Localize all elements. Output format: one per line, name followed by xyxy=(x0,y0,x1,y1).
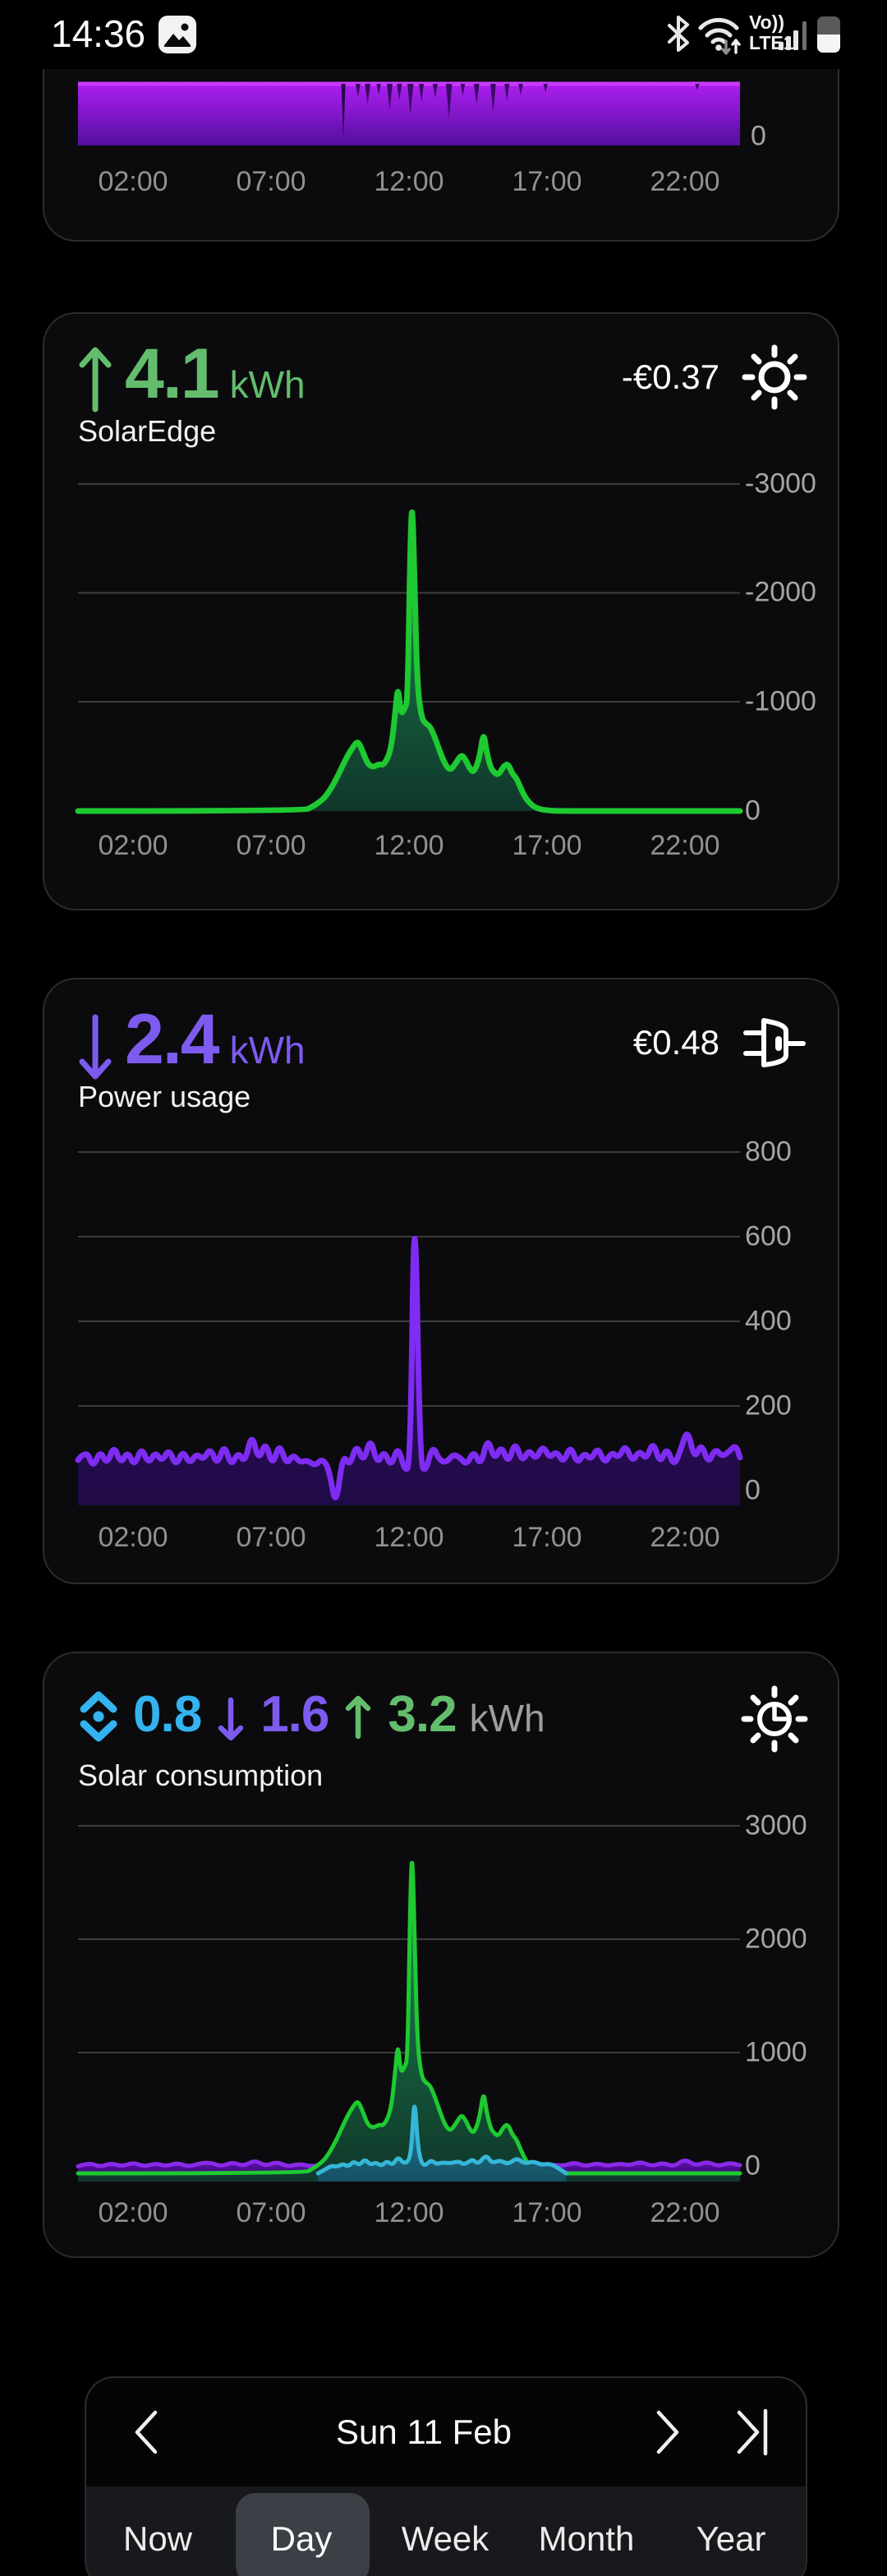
power-header-value: 2.4 kWh xyxy=(77,1004,306,1080)
bluetooth-icon xyxy=(668,16,689,52)
arrow-down-icon xyxy=(79,1014,112,1080)
solaredge-header-right: -€0.37 xyxy=(622,342,810,412)
x-tick: 22:00 xyxy=(650,2197,720,2228)
x-tick: 22:00 xyxy=(650,1522,720,1553)
x-axis-labels: 02:00 07:00 12:00 17:00 22:00 xyxy=(44,1522,838,1555)
volte-indicator: Vo)) LTE1 xyxy=(749,12,794,53)
arrow-up-icon xyxy=(79,347,112,412)
tab-now[interactable]: Now xyxy=(122,2519,193,2558)
power-plug-icon xyxy=(743,1018,806,1067)
energy-unit: kWh xyxy=(469,1697,545,1740)
x-tick: 12:00 xyxy=(374,830,444,861)
solaredge-chart[interactable] xyxy=(75,454,743,832)
energy-unit: kWh xyxy=(229,1029,306,1071)
x-tick: 02:00 xyxy=(98,2197,168,2228)
cost-value: €0.48 xyxy=(632,1023,719,1062)
y-axis-label: 0 xyxy=(751,120,766,152)
sun-clock-icon xyxy=(741,1685,808,1753)
tab-day[interactable]: Day xyxy=(270,2519,333,2558)
x-axis-labels: 02:00 07:00 12:00 17:00 22:00 xyxy=(44,2197,838,2230)
x-tick: 07:00 xyxy=(236,166,306,197)
grid-consumption-value: 1.6 xyxy=(260,1686,329,1743)
y-axis-label: 0 xyxy=(745,1474,761,1506)
y-axis-label: 400 xyxy=(745,1305,792,1337)
y-axis-label: 200 xyxy=(745,1389,792,1422)
period-tabs: Now Day Week Month Year xyxy=(86,2486,806,2576)
y-axis-label: 3000 xyxy=(745,1809,807,1841)
gallery-notification-icon xyxy=(159,16,196,53)
partial-purple-chart[interactable] xyxy=(78,81,740,148)
self-consumption-value: 0.8 xyxy=(133,1686,202,1743)
x-tick: 07:00 xyxy=(236,2197,306,2228)
x-tick: 02:00 xyxy=(98,830,168,861)
wifi-icon xyxy=(698,17,741,55)
x-tick: 07:00 xyxy=(236,1522,306,1553)
solar-consumption-header: 0.8 1.6 3.2 kWh xyxy=(77,1689,545,1744)
x-tick: 02:00 xyxy=(98,1522,168,1553)
jump-to-today-button[interactable] xyxy=(728,2403,777,2461)
power-usage-chart[interactable] xyxy=(75,1144,743,1518)
cost-value: -€0.37 xyxy=(621,357,719,396)
card-solar-consumption[interactable]: 0.8 1.6 3.2 kWh Solar consumption 3000 2… xyxy=(43,1652,839,2258)
x-tick: 07:00 xyxy=(236,830,306,861)
battery-icon xyxy=(817,16,840,53)
selected-date-label[interactable]: Sun 11 Feb xyxy=(335,2412,512,2451)
solaredge-header-value: 4.1 kWh xyxy=(77,339,306,414)
y-axis-label: 0 xyxy=(745,795,761,827)
solar-consumption-header-right xyxy=(739,1684,810,1754)
date-row: Sun 11 Feb xyxy=(86,2378,806,2486)
y-axis-label: -3000 xyxy=(745,468,816,500)
x-tick: 12:00 xyxy=(374,166,444,197)
y-axis-label: 0 xyxy=(745,2150,761,2182)
x-tick: 17:00 xyxy=(512,830,582,861)
tab-week[interactable]: Week xyxy=(401,2519,489,2558)
x-tick: 22:00 xyxy=(650,166,720,197)
x-tick: 12:00 xyxy=(374,2197,444,2228)
card-solaredge[interactable]: 4.1 kWh -€0.37 SolarEdge -3000 -2000 -10… xyxy=(43,312,839,910)
energy-value: 2.4 xyxy=(125,1000,220,1079)
next-day-button[interactable] xyxy=(644,2403,693,2461)
signal-strength-icon xyxy=(779,21,807,50)
card-power-usage[interactable]: 2.4 kWh €0.48 Power usage 800 600 400 20… xyxy=(43,978,839,1584)
y-axis-label: 800 xyxy=(745,1136,792,1168)
y-axis-label: 600 xyxy=(745,1220,792,1252)
tab-month[interactable]: Month xyxy=(538,2519,635,2558)
x-tick: 17:00 xyxy=(512,2197,582,2228)
x-tick: 02:00 xyxy=(98,166,168,197)
x-axis-labels: 02:00 07:00 12:00 17:00 22:00 xyxy=(44,166,838,199)
solar-consumption-chart[interactable] xyxy=(76,1809,742,2187)
energy-value: 4.1 xyxy=(125,334,220,413)
x-tick: 12:00 xyxy=(374,1522,444,1553)
swap-vertical-icon xyxy=(80,1691,117,1742)
production-value: 3.2 xyxy=(388,1686,457,1743)
energy-unit: kWh xyxy=(229,363,306,406)
card-title: Power usage xyxy=(78,1080,251,1113)
previous-day-button[interactable] xyxy=(121,2403,170,2461)
arrow-down-icon xyxy=(218,1697,244,1741)
x-tick: 17:00 xyxy=(512,1522,582,1553)
date-navigator: Sun 11 Feb Now Day Week Month Year xyxy=(85,2376,807,2576)
card-title: Solar consumption xyxy=(78,1758,324,1792)
power-header-right: €0.48 xyxy=(633,1007,810,1078)
card-partial-top[interactable]: 0 02:00 07:00 12:00 17:00 22:00 xyxy=(43,69,839,242)
arrow-up-icon xyxy=(346,1695,371,1740)
y-axis-label: -2000 xyxy=(745,576,816,608)
sun-icon xyxy=(742,344,807,410)
selected-tab-pill xyxy=(236,2493,370,2576)
x-tick: 22:00 xyxy=(650,830,720,861)
y-axis-label: 1000 xyxy=(745,2036,807,2068)
status-clock: 14:36 xyxy=(51,12,146,55)
x-axis-labels: 02:00 07:00 12:00 17:00 22:00 xyxy=(44,830,838,863)
status-bar: 14:36 Vo)) LTE1 xyxy=(0,0,887,69)
y-axis-label: 2000 xyxy=(745,1923,807,1955)
card-title: SolarEdge xyxy=(78,414,217,448)
x-tick: 17:00 xyxy=(512,166,582,197)
tab-year[interactable]: Year xyxy=(696,2519,766,2558)
y-axis-label: -1000 xyxy=(745,685,816,717)
